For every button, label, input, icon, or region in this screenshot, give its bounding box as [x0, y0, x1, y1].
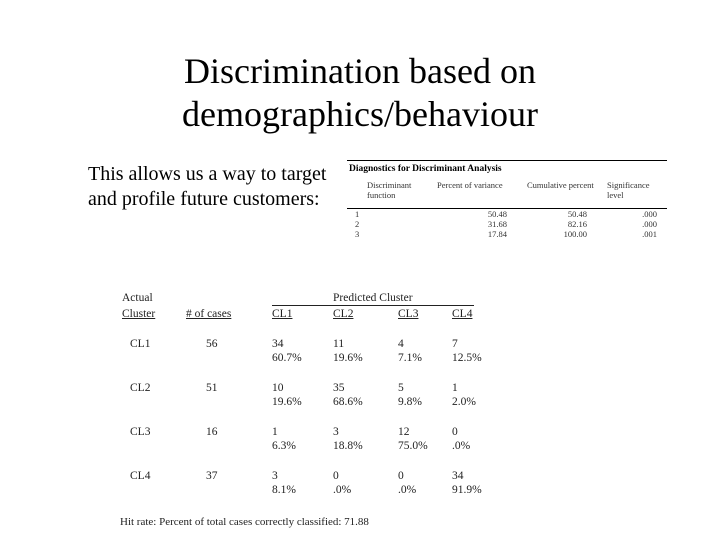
header-predicted: Predicted Cluster	[333, 292, 413, 304]
slide-title: Discrimination based on demographics/beh…	[120, 50, 600, 136]
diagnostics-header-significance: Significance level	[607, 180, 650, 200]
cell-percent: 7.1%	[398, 352, 422, 364]
diagnostics-cell: .001	[642, 229, 657, 239]
diagnostics-cell: 1	[355, 209, 360, 219]
diagnostics-title: Diagnostics for Discriminant Analysis	[349, 164, 502, 174]
header-cluster: Cluster	[122, 308, 156, 320]
cell-percent: 12.5%	[452, 352, 482, 364]
cell-percent: .0%	[333, 484, 352, 496]
diagnostics-row: 1 50.48 50.48 .000	[347, 209, 667, 219]
row-cluster-label: CL2	[130, 382, 151, 394]
cell-percent: 19.6%	[272, 396, 302, 408]
cell-percent: 75.0%	[398, 440, 428, 452]
diagnostics-header-function: Discriminant function	[367, 180, 412, 200]
cell-percent: 68.6%	[333, 396, 363, 408]
cell-count: 35	[333, 382, 345, 394]
cell-count: 10	[272, 382, 284, 394]
cell-percent: 2.0%	[452, 396, 476, 408]
col-header-cl4: CL4	[452, 308, 473, 320]
cell-percent: 6.3%	[272, 440, 296, 452]
col-header-cl3: CL3	[398, 308, 419, 320]
diagnostics-cell: 31.68	[487, 219, 507, 229]
diagnostics-table: Diagnostics for Discriminant Analysis Di…	[347, 160, 667, 239]
cell-percent: 9.8%	[398, 396, 422, 408]
cell-count: 7	[452, 338, 458, 350]
cell-percent: 91.9%	[452, 484, 482, 496]
row-cluster-label: CL1	[130, 338, 151, 350]
diagnostics-cell: 3	[355, 229, 360, 239]
cell-count: 3	[333, 426, 339, 438]
header-cases: # of cases	[186, 308, 232, 320]
cell-percent: 8.1%	[272, 484, 296, 496]
slide-title-line2: demographics/behaviour	[182, 94, 538, 134]
row-case-count: 51	[206, 382, 218, 394]
diagnostics-cell: .000	[642, 209, 657, 219]
cell-count: 3	[272, 470, 278, 482]
diagnostics-cell: 50.48	[567, 209, 587, 219]
cell-percent: 60.7%	[272, 352, 302, 364]
diagnostics-header-variance: Percent of variance	[437, 180, 503, 190]
diagnostics-cell: .000	[642, 219, 657, 229]
hit-rate-note: Hit rate: Percent of total cases correct…	[120, 516, 369, 528]
cell-percent: .0%	[398, 484, 417, 496]
diagnostics-row: 2 31.68 82.16 .000	[347, 219, 667, 229]
predicted-header-rule	[272, 305, 474, 306]
cell-count: 0	[452, 426, 458, 438]
cell-count: 34	[272, 338, 284, 350]
diagnostics-header-cumulative: Cumulative percent	[527, 180, 594, 190]
row-cluster-label: CL3	[130, 426, 151, 438]
diagnostics-top-rule	[347, 160, 667, 161]
cell-count: 0	[398, 470, 404, 482]
cell-percent: .0%	[452, 440, 471, 452]
cell-count: 0	[333, 470, 339, 482]
slide-title-line1: Discrimination based on	[184, 51, 536, 91]
row-cluster-label: CL4	[130, 470, 151, 482]
diagnostics-cell: 100.00	[563, 229, 587, 239]
col-header-cl1: CL1	[272, 308, 293, 320]
row-case-count: 37	[206, 470, 218, 482]
col-header-cl2: CL2	[333, 308, 354, 320]
cell-percent: 19.6%	[333, 352, 363, 364]
header-actual: Actual	[122, 292, 153, 304]
diagnostics-cell: 2	[355, 219, 360, 229]
cell-count: 11	[333, 338, 345, 350]
intro-text: This allows us a way to target and profi…	[88, 163, 327, 210]
cell-count: 5	[398, 382, 404, 394]
row-case-count: 16	[206, 426, 218, 438]
cell-count: 34	[452, 470, 464, 482]
cell-count: 1	[452, 382, 458, 394]
row-case-count: 56	[206, 338, 218, 350]
diagnostics-row: 3 17.84 100.00 .001	[347, 229, 667, 239]
cell-percent: 18.8%	[333, 440, 363, 452]
diagnostics-cell: 50.48	[487, 209, 507, 219]
cell-count: 1	[272, 426, 278, 438]
diagnostics-cell: 17.84	[487, 229, 507, 239]
cell-count: 4	[398, 338, 404, 350]
cell-count: 12	[398, 426, 410, 438]
diagnostics-cell: 82.16	[567, 219, 587, 229]
diagnostics-header-row: Discriminant function Percent of varianc…	[347, 178, 667, 209]
